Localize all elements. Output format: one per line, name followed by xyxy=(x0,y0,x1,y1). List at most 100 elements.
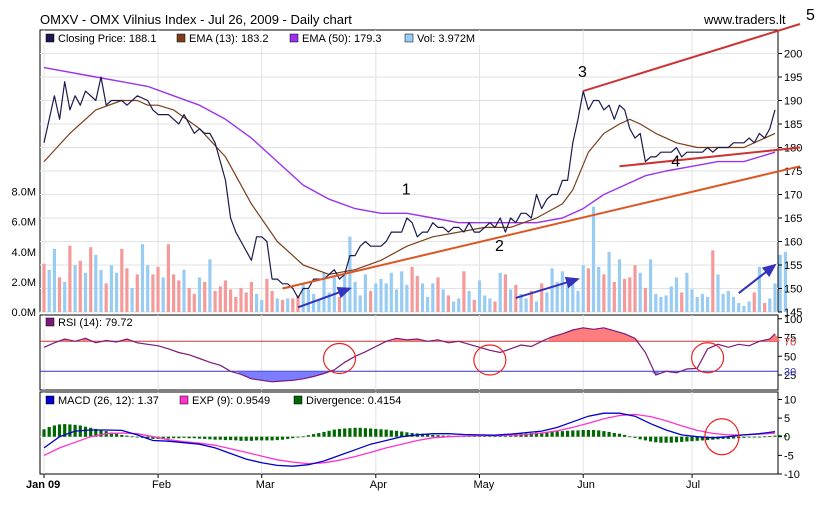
volume-bar xyxy=(208,259,212,312)
volume-bar xyxy=(322,272,326,312)
volume-bar xyxy=(343,274,347,312)
volume-bar xyxy=(125,268,129,312)
volume-bar xyxy=(374,283,378,312)
macd-legend-swatch xyxy=(45,395,55,405)
divergence-bar xyxy=(550,431,554,437)
volume-bar xyxy=(695,296,699,312)
volume-bar xyxy=(690,289,694,312)
divergence-bar xyxy=(255,436,259,441)
annotation-arrow xyxy=(738,263,777,294)
price-tick-label: 200 xyxy=(784,49,802,61)
volume-bar xyxy=(57,277,62,312)
volume-bar xyxy=(369,290,373,312)
rsi-overlays xyxy=(322,342,725,376)
volume-bar xyxy=(63,281,67,312)
divergence-bar xyxy=(47,427,51,437)
volume-bar xyxy=(146,265,150,312)
divergence-bar xyxy=(192,436,196,439)
volume-bar xyxy=(519,293,523,312)
divergence-bar xyxy=(649,436,653,442)
volume-bar xyxy=(109,265,113,312)
divergence-bar xyxy=(234,436,238,441)
macd-tick-label: 10 xyxy=(784,394,796,406)
volume-bar xyxy=(700,293,704,312)
divergence-bar xyxy=(747,436,751,438)
divergence-bar xyxy=(576,430,580,437)
divergence-bar xyxy=(757,436,761,438)
trendline xyxy=(282,165,801,290)
divergence-bar xyxy=(322,431,326,437)
divergence-bar xyxy=(239,436,243,441)
volume-bar xyxy=(410,266,414,312)
divergence-bar xyxy=(109,432,113,437)
volume-bar xyxy=(768,298,772,312)
volume-bar xyxy=(140,244,145,312)
divergence-bar xyxy=(244,436,248,441)
divergence-bar xyxy=(405,432,409,437)
volume-bar xyxy=(156,266,160,312)
volume-bar xyxy=(296,295,300,312)
volume-bar xyxy=(394,289,399,312)
volume-bar xyxy=(327,292,331,312)
divergence-bar xyxy=(301,436,305,438)
volume-bar xyxy=(182,269,186,312)
price-tick-label: 185 xyxy=(784,119,802,131)
divergence-bar xyxy=(260,436,264,441)
divergence-bar xyxy=(420,433,425,437)
divergence-bar xyxy=(182,436,186,438)
close-legend-label: Closing Price: 188.1 xyxy=(58,33,156,45)
volume-bar xyxy=(52,248,56,312)
exp-line xyxy=(43,413,776,465)
ema13-line xyxy=(43,99,776,275)
divergence-bar xyxy=(151,436,155,439)
price-lines xyxy=(43,66,776,299)
volume-bar xyxy=(420,283,425,312)
volume-bar xyxy=(280,300,285,312)
divergence-bar xyxy=(394,430,399,437)
volume-bar xyxy=(654,293,658,312)
divergence-bar xyxy=(94,428,98,437)
divergence-bar xyxy=(628,436,632,438)
ema13-legend-swatch xyxy=(176,33,186,43)
divergence-bar xyxy=(633,436,637,438)
divergence-bar xyxy=(275,436,279,441)
volume-bar xyxy=(389,272,393,312)
price-tick-label: 170 xyxy=(784,190,802,202)
divergence-bar xyxy=(363,428,367,437)
volume-y-axis: 0.0M 2.0M 4.0M 6.0M 8.0M xyxy=(12,187,36,319)
divergence-bar xyxy=(332,429,336,437)
volume-bar xyxy=(337,296,342,312)
volume-bar xyxy=(436,277,440,312)
rsi-tick-label: 100 xyxy=(784,314,802,326)
volume-bar xyxy=(172,274,176,312)
close-legend-swatch xyxy=(45,33,55,43)
volume-bar xyxy=(747,301,751,312)
divergence-bar xyxy=(607,431,611,437)
divergence-bar xyxy=(348,428,352,437)
divergence-bar xyxy=(99,430,103,437)
volume-bar xyxy=(514,284,518,312)
volume-bar xyxy=(265,278,269,312)
website-label: www.traders.lt xyxy=(703,12,786,27)
macd-panel: 10 5 0 -5 -10 MACD (26, 12): 1.37 EXP (9): 0.… xyxy=(39,391,800,481)
volume-bar xyxy=(778,254,782,312)
volume-bar xyxy=(560,271,564,312)
divergence-bar xyxy=(379,429,383,437)
highlight-circle xyxy=(691,342,725,374)
volume-bar xyxy=(234,296,238,312)
volume-bar xyxy=(773,283,777,312)
divergence-bar xyxy=(768,436,772,437)
volume-bar xyxy=(529,290,533,312)
macd-overlays xyxy=(704,418,740,456)
volume-bar xyxy=(161,277,165,312)
price-tick-label: 190 xyxy=(784,96,802,108)
divergence-bar xyxy=(249,436,253,441)
volume-bar xyxy=(742,306,746,312)
annotation-label: 3 xyxy=(578,64,587,81)
volume-bar xyxy=(239,287,243,312)
divergence-bar xyxy=(384,429,388,437)
volume-bar xyxy=(223,280,227,312)
ema50-legend-label: EMA (50): 179.3 xyxy=(302,33,382,45)
